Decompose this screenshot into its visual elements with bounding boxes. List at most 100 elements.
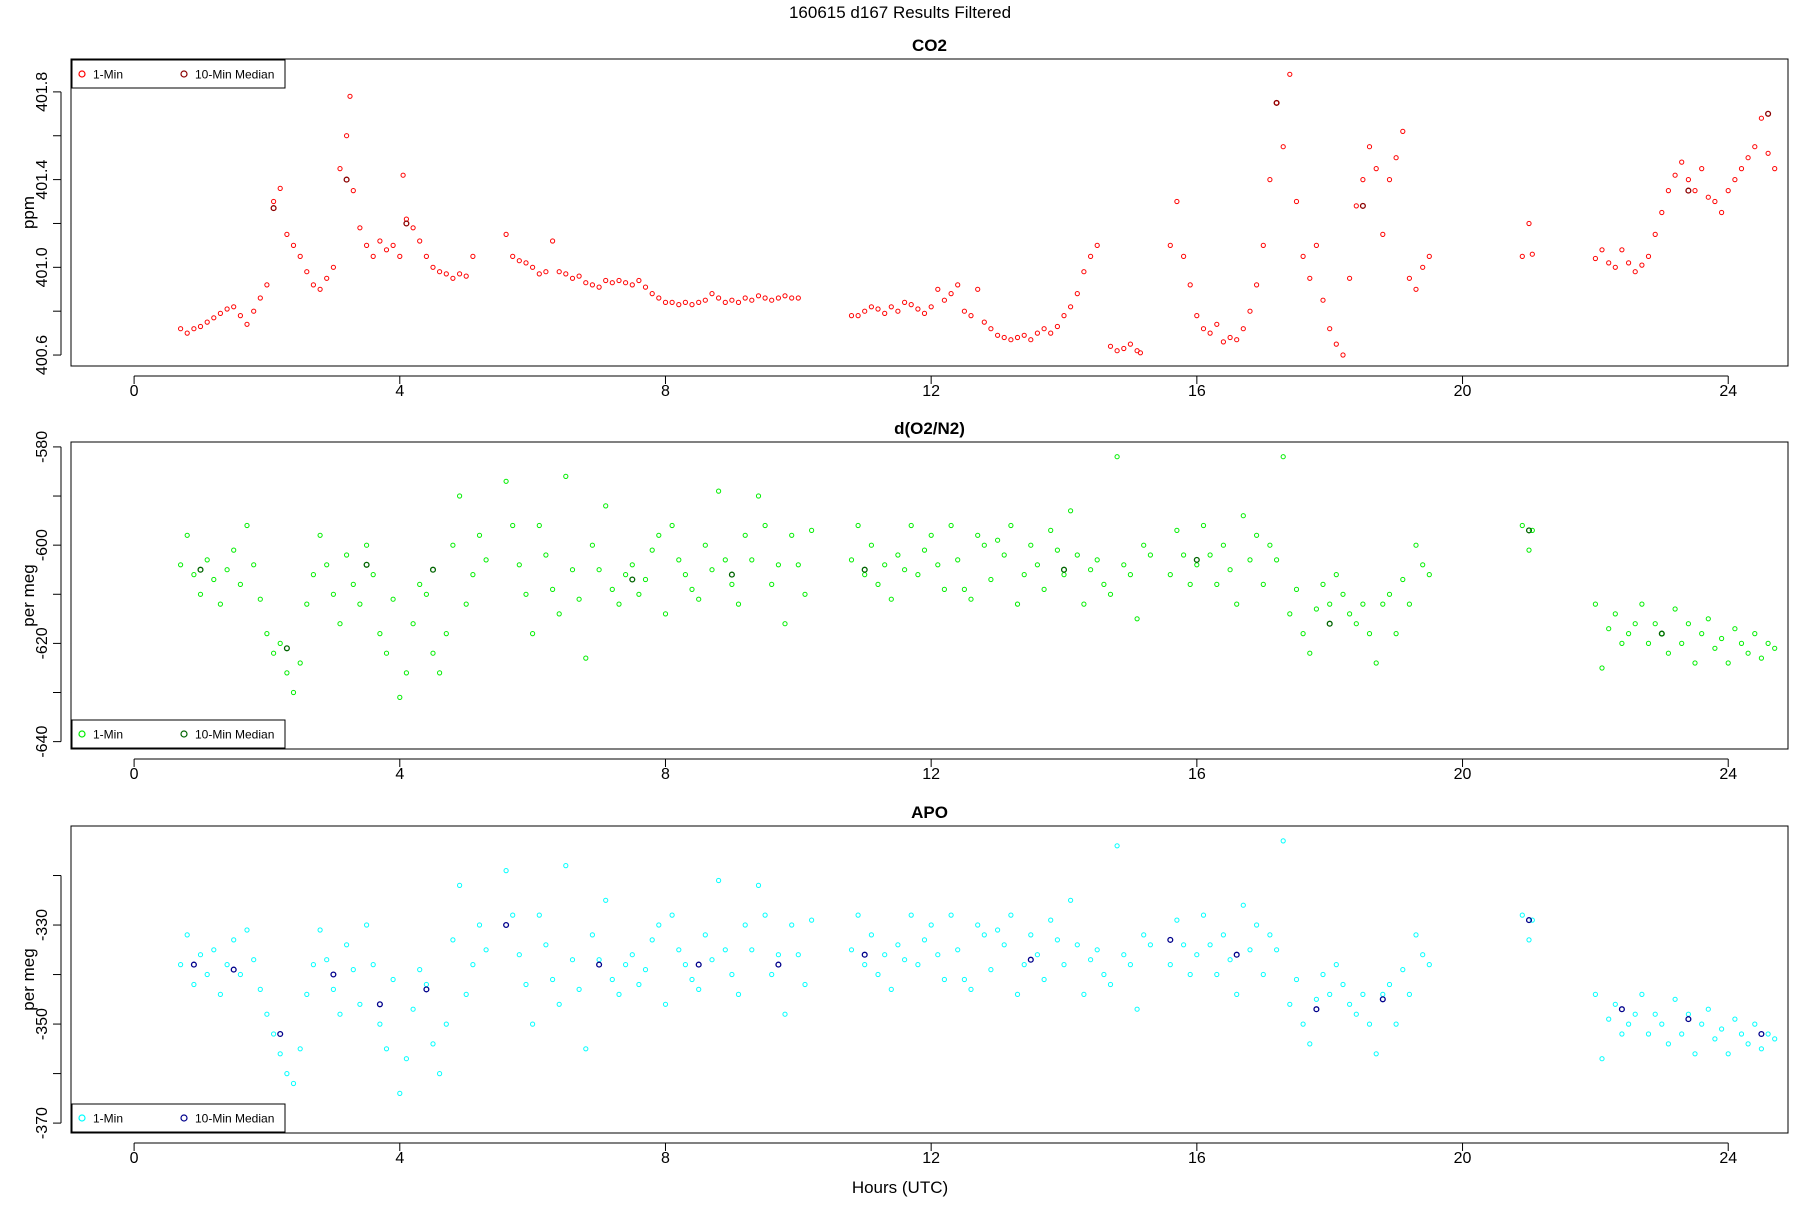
data-point	[882, 952, 888, 958]
data-point	[775, 952, 782, 958]
data-point	[197, 566, 204, 573]
data-point	[782, 293, 788, 299]
data-point	[377, 631, 383, 637]
data-point	[1738, 1031, 1745, 1037]
data-point	[596, 957, 602, 963]
data-point	[735, 299, 742, 305]
data-point	[689, 586, 695, 593]
data-point	[1393, 631, 1399, 637]
data-point	[875, 971, 881, 978]
data-point	[709, 291, 715, 297]
y-tick-label: -640	[34, 726, 51, 758]
data-point	[1181, 942, 1187, 948]
data-point	[1529, 917, 1535, 923]
data-point	[895, 942, 901, 948]
data-point	[1167, 242, 1173, 248]
data-point	[457, 882, 463, 889]
data-point	[769, 581, 775, 588]
data-point	[1234, 991, 1240, 998]
data-point	[1519, 253, 1525, 259]
data-point	[902, 957, 908, 963]
data-point	[1254, 532, 1260, 538]
data-point	[1247, 308, 1253, 314]
x-tick-label: 24	[1719, 383, 1737, 400]
plot-frame	[70, 58, 1789, 367]
data-point	[1420, 562, 1426, 568]
data-point	[430, 650, 436, 656]
data-point	[1121, 345, 1127, 352]
data-point	[1137, 350, 1144, 356]
data-point	[742, 295, 748, 301]
data-point	[1068, 304, 1074, 310]
data-point	[789, 922, 795, 928]
data-point	[563, 271, 569, 277]
data-point	[397, 694, 403, 701]
data-point	[1101, 971, 1107, 978]
data-point	[861, 566, 868, 573]
data-point	[191, 572, 197, 578]
data-point	[1725, 1051, 1731, 1057]
data-point	[430, 1041, 436, 1047]
data-point	[476, 532, 483, 538]
data-point	[1061, 313, 1067, 319]
x-tick-label: 8	[661, 766, 670, 783]
data-point	[775, 295, 782, 301]
data-point	[935, 952, 941, 958]
data-point	[483, 947, 489, 953]
data-point	[410, 1006, 416, 1012]
data-point	[656, 295, 662, 301]
data-point	[742, 922, 748, 928]
data-point	[397, 1090, 403, 1097]
data-point	[1333, 341, 1339, 347]
data-point	[1705, 1006, 1711, 1012]
data-point	[1107, 981, 1114, 988]
legend: 1-Min 10-Min Median	[71, 1103, 286, 1133]
data-point	[995, 332, 1001, 338]
x-tick-label: 12	[922, 1150, 940, 1167]
data-point	[988, 576, 994, 583]
data-point	[676, 302, 682, 308]
data-point	[1400, 576, 1406, 583]
data-point	[450, 542, 456, 548]
data-point	[1685, 187, 1692, 194]
data-point	[1420, 264, 1426, 270]
data-point	[563, 473, 569, 479]
data-point	[1347, 1001, 1353, 1007]
data-point	[782, 1011, 788, 1017]
data-point	[244, 927, 250, 933]
data-point	[1379, 996, 1386, 1003]
data-point	[1220, 542, 1227, 548]
legend-label: 1-Min	[93, 728, 123, 742]
data-point	[616, 277, 622, 284]
data-point	[204, 319, 210, 325]
data-point	[735, 991, 742, 998]
y-tick-label: -620	[34, 627, 51, 659]
data-point	[1307, 1041, 1313, 1047]
series-one-min	[178, 838, 1778, 1097]
data-point	[975, 532, 981, 538]
data-point	[1626, 631, 1632, 637]
data-point	[1373, 660, 1379, 666]
data-point	[682, 299, 689, 305]
data-point	[1114, 348, 1120, 354]
data-point	[961, 976, 968, 983]
data-point	[775, 961, 782, 968]
data-point	[702, 932, 708, 938]
data-point	[782, 621, 788, 627]
data-point	[1719, 1026, 1725, 1032]
series-ten-min-median	[270, 99, 1772, 227]
data-point	[928, 304, 934, 310]
data-point	[1526, 220, 1532, 227]
data-point	[290, 242, 297, 248]
data-point	[981, 542, 987, 548]
data-point	[702, 542, 708, 548]
data-point	[1738, 166, 1745, 172]
legend-marker	[78, 730, 86, 738]
x-tick-label: 16	[1188, 766, 1206, 783]
data-point	[662, 1001, 669, 1007]
data-point	[310, 962, 316, 968]
data-point	[1320, 297, 1326, 303]
data-point	[264, 631, 270, 637]
data-point	[696, 596, 702, 602]
legend-box	[71, 719, 286, 749]
